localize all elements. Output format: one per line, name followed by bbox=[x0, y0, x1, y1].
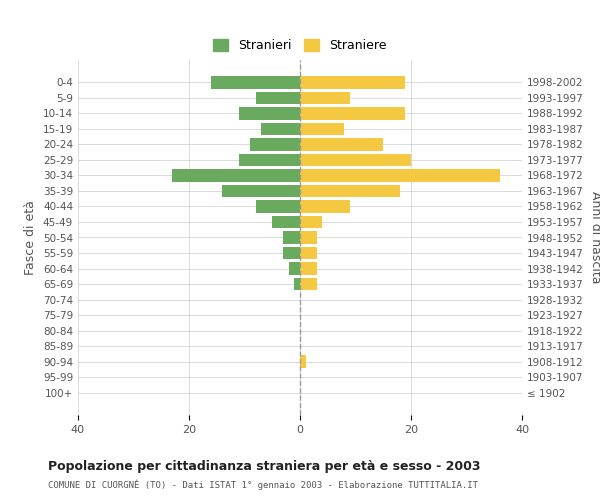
Bar bbox=[300, 169, 500, 181]
Bar bbox=[239, 154, 300, 166]
Bar bbox=[211, 76, 300, 88]
Bar bbox=[300, 200, 350, 212]
Bar bbox=[222, 184, 300, 197]
Bar bbox=[300, 76, 406, 88]
Bar bbox=[300, 232, 317, 243]
Bar bbox=[256, 92, 300, 104]
Bar bbox=[300, 154, 411, 166]
Bar bbox=[283, 232, 300, 243]
Text: Popolazione per cittadinanza straniera per età e sesso - 2003: Popolazione per cittadinanza straniera p… bbox=[48, 460, 481, 473]
Bar bbox=[239, 107, 300, 120]
Bar bbox=[289, 262, 300, 274]
Bar bbox=[283, 247, 300, 259]
Bar bbox=[272, 216, 300, 228]
Bar bbox=[300, 107, 406, 120]
Bar bbox=[250, 138, 300, 150]
Bar bbox=[300, 216, 322, 228]
Bar bbox=[300, 92, 350, 104]
Bar bbox=[295, 278, 300, 290]
Bar bbox=[300, 122, 344, 135]
Bar bbox=[300, 262, 317, 274]
Text: COMUNE DI CUORGNÈ (TO) - Dati ISTAT 1° gennaio 2003 - Elaborazione TUTTITALIA.IT: COMUNE DI CUORGNÈ (TO) - Dati ISTAT 1° g… bbox=[48, 480, 478, 490]
Y-axis label: Fasce di età: Fasce di età bbox=[25, 200, 37, 275]
Legend: Stranieri, Straniere: Stranieri, Straniere bbox=[208, 34, 392, 58]
Bar bbox=[300, 138, 383, 150]
Bar bbox=[300, 247, 317, 259]
Y-axis label: Anni di nascita: Anni di nascita bbox=[589, 191, 600, 284]
Bar bbox=[261, 122, 300, 135]
Bar bbox=[172, 169, 300, 181]
Bar bbox=[300, 356, 305, 368]
Bar bbox=[300, 278, 317, 290]
Bar bbox=[300, 184, 400, 197]
Bar bbox=[256, 200, 300, 212]
